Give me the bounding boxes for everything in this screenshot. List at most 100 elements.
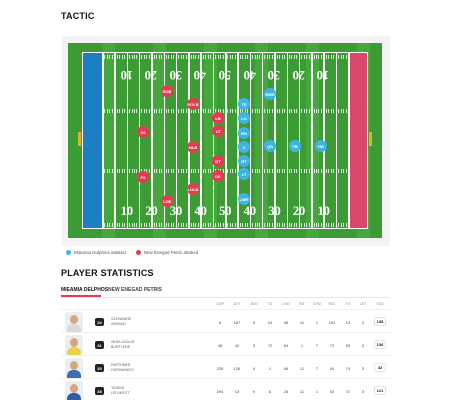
hash-mark bbox=[210, 55, 212, 59]
hash-mark bbox=[242, 109, 244, 113]
table-row[interactable]: 38 TIDERA LEIVIMOTT 294 13 9 8 26 11 1 92 72 3 121 bbox=[61, 378, 390, 400]
player-marker-mlb[interactable]: MLB bbox=[187, 141, 199, 153]
yard-line bbox=[286, 52, 288, 229]
hash-mark bbox=[291, 223, 293, 227]
player-marker-de[interactable]: DE bbox=[212, 170, 224, 182]
hash-mark bbox=[308, 169, 310, 173]
column-header-fo[interactable]: FO bbox=[345, 302, 351, 306]
hash-mark bbox=[345, 109, 347, 113]
hash-mark bbox=[239, 55, 241, 59]
hash-mark bbox=[131, 109, 133, 113]
player-marker-lolb[interactable]: LOLB bbox=[187, 183, 199, 195]
column-header-att[interactable]: ATT bbox=[233, 302, 241, 306]
player-name[interactable]: TIDERA LEIVIMOTT bbox=[111, 386, 130, 395]
hash-mark bbox=[281, 55, 283, 59]
column-header-cmp[interactable]: CMP bbox=[216, 302, 224, 306]
player-marker-fb[interactable]: FB bbox=[289, 140, 301, 152]
player-marker-te[interactable]: TE bbox=[238, 98, 250, 110]
stat-cell-int: 1 bbox=[300, 343, 304, 348]
player-marker-lt[interactable]: LT bbox=[212, 125, 224, 137]
column-header-lst[interactable]: LST bbox=[359, 302, 367, 306]
hash-mark bbox=[217, 55, 219, 59]
legend-dot-icon bbox=[66, 250, 71, 255]
hash-mark bbox=[242, 55, 244, 59]
hash-mark bbox=[234, 169, 236, 173]
player-marker-lcb[interactable]: LCB bbox=[161, 195, 173, 207]
table-row[interactable]: 35 PARTHNER HORIWANDO 226 126 4 1 46 11 7 44 74 3 42 bbox=[61, 355, 390, 378]
stat-cell-lng: 46 bbox=[283, 320, 289, 325]
player-marker-ss[interactable]: SS bbox=[137, 126, 149, 138]
yard-line bbox=[200, 52, 202, 229]
player-marker-dt[interactable]: DT bbox=[212, 155, 224, 167]
player-name[interactable]: PARTHNER HORIWANDO bbox=[111, 363, 134, 372]
player-marker-lb[interactable]: LB bbox=[212, 112, 224, 124]
player-marker-lwr[interactable]: LWR bbox=[238, 193, 250, 205]
hash-mark bbox=[328, 109, 330, 113]
column-header-yds[interactable]: YDS bbox=[376, 302, 384, 306]
hash-mark bbox=[119, 109, 121, 113]
player-marker-rolb[interactable]: ROLB bbox=[187, 98, 199, 110]
column-header-sym[interactable]: SYM bbox=[313, 302, 321, 306]
hash-mark bbox=[276, 109, 278, 113]
hash-mark bbox=[229, 169, 231, 173]
hash-mark bbox=[340, 223, 342, 227]
player-marker-lg[interactable]: LG bbox=[238, 112, 250, 124]
player-avatar bbox=[65, 381, 83, 400]
player-marker-rwr[interactable]: RWR bbox=[264, 88, 276, 100]
hash-mark bbox=[133, 169, 135, 173]
hash-mark bbox=[229, 223, 231, 227]
column-header-int[interactable]: INT bbox=[299, 302, 305, 306]
stat-cell-lst: 2 bbox=[361, 320, 365, 325]
hash-mark bbox=[301, 169, 303, 173]
player-marker-fs[interactable]: FS bbox=[137, 171, 149, 183]
stat-cell-sym: 7 bbox=[315, 343, 319, 348]
hash-mark bbox=[161, 109, 163, 113]
hash-mark bbox=[121, 223, 123, 227]
player-marker-rcb[interactable]: RCB bbox=[161, 85, 173, 97]
player-marker-rt[interactable]: RT bbox=[238, 155, 250, 167]
hash-mark bbox=[119, 223, 121, 227]
hash-mark bbox=[215, 109, 217, 113]
tab-new-england-patriots[interactable]: NEW ENEGAD PETRIS bbox=[108, 287, 162, 293]
player-name[interactable]: WHELGADUN BURTLENE bbox=[111, 340, 134, 349]
hash-mark bbox=[345, 55, 347, 59]
column-header-avg[interactable]: AVG bbox=[250, 302, 258, 306]
hash-mark bbox=[279, 169, 281, 173]
column-header-lng[interactable]: LNG bbox=[282, 302, 290, 306]
hash-mark bbox=[148, 55, 150, 59]
tab-miami-dolphins[interactable]: MIEAMIA DELPHOS bbox=[61, 287, 109, 293]
player-marker-qb[interactable]: QB bbox=[264, 140, 276, 152]
left-endzone bbox=[82, 52, 102, 229]
column-header-td[interactable]: TD bbox=[267, 302, 273, 306]
yard-line bbox=[138, 52, 141, 229]
hash-mark bbox=[129, 223, 131, 227]
hash-mark bbox=[210, 109, 212, 113]
player-name[interactable]: SZEWANNE INEMIAH bbox=[111, 317, 131, 326]
hash-mark bbox=[264, 169, 266, 173]
hash-mark bbox=[301, 109, 303, 113]
table-row[interactable]: 34 SZEWANNE INEMIAH 6 187 5 24 46 11 1 102 13 2 138 bbox=[61, 309, 390, 332]
table-row[interactable]: 31 WHELGADUN BURTLENE 46 42 3 72 84 1 7 72 53 2 136 bbox=[61, 332, 390, 355]
stat-cell-sym: 1 bbox=[315, 389, 319, 394]
hash-mark bbox=[313, 223, 315, 227]
hash-mark bbox=[252, 169, 254, 173]
stat-cell-td: 24 bbox=[267, 320, 273, 325]
player-name-last: BURTLENE bbox=[111, 344, 131, 349]
column-header-rat[interactable]: RAT bbox=[328, 302, 336, 306]
hash-mark bbox=[116, 223, 118, 227]
hash-mark bbox=[296, 109, 298, 113]
hash-mark bbox=[239, 109, 241, 113]
hash-mark bbox=[281, 109, 283, 113]
player-marker-rg[interactable]: RG bbox=[238, 127, 250, 139]
hash-mark bbox=[220, 55, 222, 59]
hash-mark bbox=[165, 109, 167, 113]
player-marker-c[interactable]: C bbox=[238, 141, 250, 153]
hash-mark bbox=[313, 169, 315, 173]
player-marker-lt[interactable]: LT bbox=[238, 168, 250, 180]
hash-mark bbox=[252, 55, 254, 59]
hash-mark bbox=[193, 223, 195, 227]
player-marker-hb[interactable]: HB bbox=[315, 140, 327, 152]
player-name-first: WHELGADUN bbox=[111, 340, 135, 344]
hash-mark bbox=[222, 223, 224, 227]
hash-mark bbox=[215, 55, 217, 59]
